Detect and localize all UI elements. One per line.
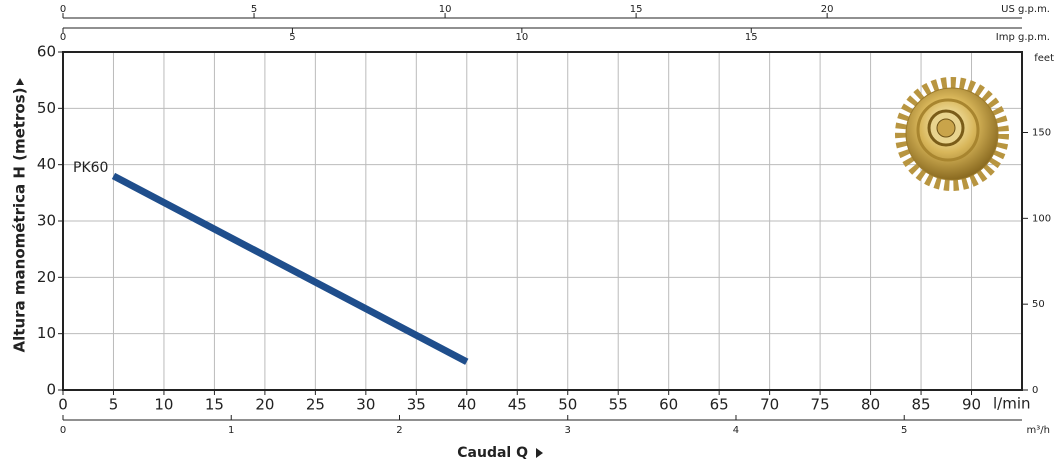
x-tick-label: 40 [457, 396, 476, 414]
x-tick-label: 70 [760, 396, 779, 414]
x-tick-label: 5 [109, 396, 119, 414]
y2-tick-label: 0 [1032, 385, 1038, 396]
secondary-axis-unit: m³/h [1027, 425, 1050, 436]
curve-label: PK60 [73, 160, 108, 176]
x-tick-label: 50 [558, 396, 577, 414]
x-tick-label: 35 [407, 396, 426, 414]
x-tick-label: 90 [962, 396, 981, 414]
secondary-x-tick-label: 0 [60, 425, 66, 436]
x-tick-label: 85 [912, 396, 931, 414]
secondary-x-tick-label: 5 [251, 4, 257, 15]
impeller-image [895, 77, 1009, 191]
y-tick-label: 30 [37, 212, 56, 230]
x-unit: l/min [993, 395, 1031, 413]
y-tick-label: 60 [37, 43, 56, 61]
secondary-axis-unit: US g.p.m. [1001, 4, 1050, 15]
secondary-x-tick-label: 15 [630, 4, 643, 15]
y-arrow [16, 78, 24, 85]
x-tick-label: 55 [609, 396, 628, 414]
curve [111, 172, 469, 365]
secondary-x-tick-label: 5 [289, 32, 295, 43]
secondary-x-tick-label: 3 [565, 425, 571, 436]
secondary-x-tick-label: 1 [228, 425, 234, 436]
secondary-x-tick-label: 2 [396, 425, 402, 436]
plot-frame [62, 51, 1023, 391]
secondary-x-tick-label: 0 [60, 32, 66, 43]
x-arrow [536, 448, 543, 458]
y-tick-label: 20 [37, 268, 56, 286]
x-tick-label: 45 [508, 396, 527, 414]
grid [62, 51, 1022, 391]
secondary-x-tick-label: 15 [745, 32, 758, 43]
y2-tick-label: 150 [1032, 128, 1051, 139]
y-tick-label: 40 [37, 155, 56, 173]
secondary-x-tick-label: 10 [439, 4, 452, 15]
y2-tick-label: 50 [1032, 299, 1045, 310]
y-tick-label: 50 [37, 99, 56, 117]
x-tick-label: 80 [861, 396, 880, 414]
x-tick-label: 15 [205, 396, 224, 414]
y-tick-label: 10 [37, 324, 56, 342]
x-tick-label: 25 [306, 396, 325, 414]
x-tick-label: 65 [710, 396, 729, 414]
secondary-x-tick-label: 5 [901, 425, 907, 436]
x-tick-label: 60 [659, 396, 678, 414]
y-axis-title: Altura manométrica H (metros) [11, 88, 29, 353]
x-tick-label: 20 [255, 396, 274, 414]
x-tick-label: 75 [811, 396, 830, 414]
secondary-x-tick-label: 0 [60, 4, 66, 15]
x-tick-label: 30 [356, 396, 375, 414]
secondary-x-tick-label: 20 [821, 4, 834, 15]
y2-unit: feet [1034, 53, 1054, 64]
y2-tick-label: 100 [1032, 213, 1051, 224]
secondary-axis-unit: Imp g.p.m. [996, 32, 1050, 43]
secondary-x-tick-label: 10 [515, 32, 528, 43]
y-tick-label: 0 [46, 381, 56, 399]
secondary-x-tick-label: 4 [733, 425, 739, 436]
x-tick-label: 0 [58, 396, 68, 414]
x-tick-label: 10 [154, 396, 173, 414]
x-axis-title: Caudal Q [457, 445, 528, 461]
